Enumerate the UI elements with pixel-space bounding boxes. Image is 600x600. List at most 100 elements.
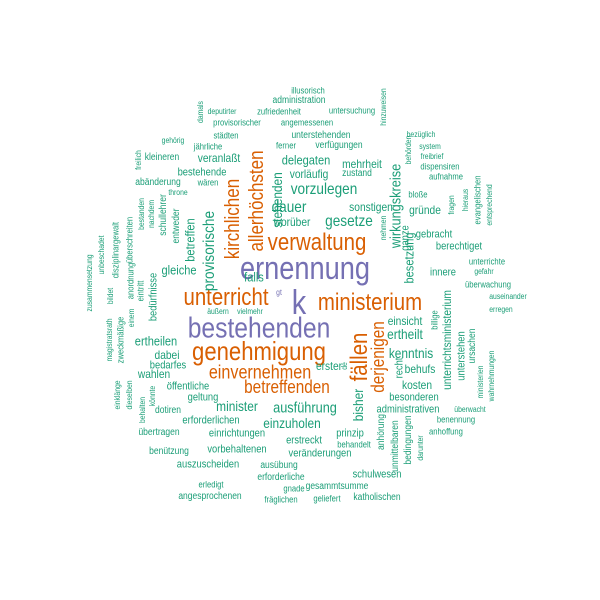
cloud-word: katholischen [353,492,401,503]
cloud-word: vorzulegen [290,181,358,198]
cloud-word: illusorisch [291,85,325,96]
cloud-word: bezüglich [406,130,436,139]
cloud-word: einsicht [387,314,423,328]
cloud-word: ministerien [476,365,485,399]
cloud-word: besonderen [389,391,439,404]
cloud-word: wären [197,177,219,188]
cloud-word: angemessenen [280,117,334,128]
cloud-word: abänderung [135,177,181,188]
cloud-word: darunter [416,435,425,461]
cloud-word: disziplinargewalt [110,221,121,279]
cloud-word: deputirter [207,107,237,116]
cloud-word: fräglichen [264,494,298,505]
cloud-word: falls [244,269,264,285]
cloud-word: zweckmäßige [115,316,126,364]
cloud-word: untersuchung [328,105,376,116]
cloud-word: zusammensetzung [85,254,94,312]
cloud-word: erforderlichen [182,414,240,427]
cloud-word: hinzuweisen [379,88,388,126]
cloud-word: magistratsrath [105,318,114,362]
cloud-word: ausübung [260,460,298,471]
cloud-word: gesammtsumme [305,481,369,492]
cloud-word: öffentliche [166,380,210,393]
cloud-word: innere [430,266,456,279]
cloud-word: zustand [342,168,372,179]
cloud-word: ertheilen [134,333,178,349]
cloud-word: auseinander [489,292,527,301]
cloud-word: ausführung [273,399,337,417]
cloud-word: fragen [447,195,456,215]
cloud-word: gefahr [474,267,494,276]
cloud-word: worüber [273,215,311,229]
cloud-word: äußern [207,307,229,316]
cloud-word: schulwesen [352,468,402,481]
cloud-word: erster [315,359,343,373]
cloud-word: behalten [138,396,147,424]
cloud-word: dieselben [125,380,134,410]
cloud-word: kleineren [144,152,180,163]
cloud-word: dotiren [155,405,181,416]
cloud-word: einem [127,308,136,328]
cloud-word: geltung [187,391,219,404]
cloud-word: damals [196,101,205,123]
cloud-word: mehrheit [342,157,382,171]
cloud-word: vorläufig [289,167,329,181]
cloud-word: gleiche [161,262,197,278]
cloud-word: billige [429,310,440,330]
cloud-word: unmittelbaren [390,420,401,472]
cloud-word: erledigt [198,479,224,490]
cloud-word: veränderungen [288,447,352,460]
cloud-word: gebracht [415,228,453,241]
cloud-word: ertheilt [387,326,423,342]
cloud-word: überwacht [454,405,486,414]
cloud-word: erforderliche [257,472,305,483]
cloud-word: angesprochenen [178,491,242,502]
cloud-word: bedarfes [149,359,187,372]
cloud-word: ernennung [239,250,371,286]
cloud-word: veranlaßt [197,151,241,165]
cloud-word: ferner [276,140,296,151]
cloud-word: provisorischer [213,117,261,128]
cloud-word: gründe [409,203,441,217]
cloud-word: nehmen [379,215,388,241]
cloud-word: de [340,362,349,370]
cloud-word: ursachen [467,328,478,364]
cloud-word: kosten [401,378,433,392]
cloud-word: allerhöchsten [246,150,268,252]
cloud-word: wahlen [137,367,171,381]
cloud-word: administration [272,95,326,106]
cloud-word: bestanden [137,198,146,230]
cloud-word: benützung [149,446,189,457]
cloud-word: unterrichte [468,256,506,267]
cloud-word: überschreiten [124,216,135,264]
cloud-word: gesetze [325,213,373,230]
cloud-word: freibrief [420,152,444,161]
cloud-word: bildet [106,287,115,305]
cloud-word: evangelischen [472,175,483,225]
cloud-word: dabei [154,348,180,362]
cloud-word: bisher [350,388,366,422]
cloud-word: schullehrer [158,194,169,236]
cloud-word: aufnahme [428,171,464,182]
cloud-word: geliefert [313,493,341,504]
cloud-word: behufs [404,362,436,376]
cloud-word: entsprechend [485,184,494,226]
cloud-word: unbeschadet [97,235,106,275]
cloud-word: einklänge [113,380,122,410]
cloud-word: bestehende [177,166,227,179]
cloud-word: betreffenden [244,377,330,397]
cloud-word: provisorische [201,210,218,292]
cloud-word: einzuholen [263,415,321,431]
cloud-word: benennung [436,414,476,425]
cloud-word: hieraus [461,188,470,212]
cloud-word: k [291,284,307,322]
cloud-word: kirchlichen [222,178,244,260]
cloud-word: bloße [408,189,428,200]
cloud-word: derjenigen [368,321,388,393]
cloud-word: kenntnis [388,345,434,361]
cloud-word: erstreckt [286,434,322,447]
cloud-word: delegaten [281,152,331,168]
cloud-word: dispensiren [420,161,460,172]
cloud-word: system [419,142,441,151]
